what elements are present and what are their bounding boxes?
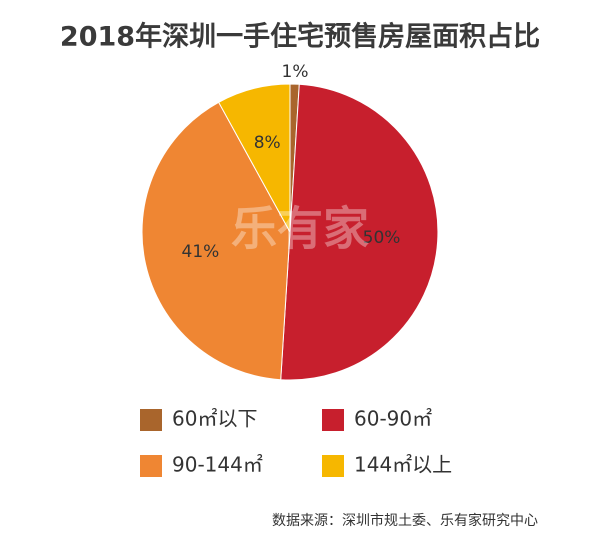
legend-swatch [140,409,162,431]
data-label: 50% [363,228,401,248]
data-label: 8% [254,133,281,153]
legend-swatch [140,455,162,477]
legend-label: 60-90㎡ [354,407,432,431]
legend-label: 144㎡以上 [354,453,452,477]
legend-swatch [322,409,344,431]
pie-slice [280,83,439,381]
data-label: 41% [182,242,220,262]
chart-title: 2018年深圳一手住宅预售房屋面积占比 [60,21,540,53]
legend-label: 90-144㎡ [172,453,263,477]
data-label: 1% [282,62,309,82]
legend-swatch [322,455,344,477]
watermark: 乐有家 [231,202,369,256]
pie-slice [218,83,291,233]
pie-slice [141,101,291,381]
legend-label: 60㎡以下 [172,407,257,431]
source-note: 数据来源：深圳市规土委、乐有家研究中心 [272,512,538,529]
